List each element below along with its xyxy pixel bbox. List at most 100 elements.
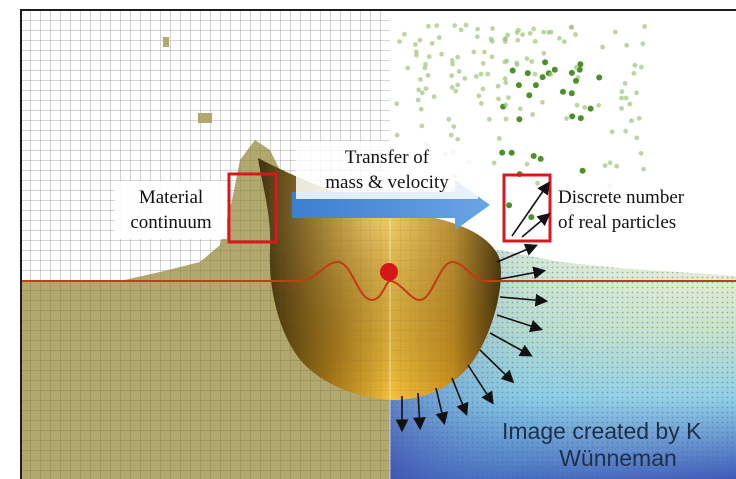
velocity-arrow	[496, 314, 544, 333]
particle	[488, 36, 494, 42]
particle	[434, 23, 440, 28]
particles-highlight-box	[502, 173, 552, 243]
particle	[452, 23, 458, 28]
particle	[561, 39, 567, 44]
particle	[530, 112, 535, 117]
particle	[638, 150, 644, 156]
impact-point	[380, 263, 398, 281]
particle	[514, 62, 520, 68]
velocity-arrow	[451, 377, 469, 416]
particle	[641, 166, 647, 172]
particle	[529, 59, 535, 64]
particle	[451, 124, 457, 129]
label-line: continuum	[130, 212, 212, 233]
particle	[612, 29, 618, 35]
particle	[455, 82, 461, 88]
particle	[504, 58, 510, 64]
particle	[524, 161, 530, 167]
label-line: Material	[138, 187, 204, 208]
particle	[642, 24, 647, 29]
particle	[573, 32, 578, 37]
particle	[514, 30, 520, 35]
particle	[548, 72, 554, 77]
particle	[579, 167, 586, 174]
particle	[557, 35, 562, 41]
particle	[394, 132, 400, 138]
particle	[530, 153, 537, 159]
label-line: of real particles	[558, 212, 677, 233]
velocity-arrow	[435, 387, 449, 426]
particle	[506, 202, 513, 209]
particle	[540, 99, 545, 105]
particle	[574, 102, 580, 108]
particle	[537, 155, 544, 162]
particle	[551, 66, 558, 73]
particle	[541, 50, 547, 56]
particle	[619, 89, 625, 95]
particle	[463, 22, 469, 28]
particle	[402, 31, 407, 37]
particle	[417, 37, 423, 43]
particle	[520, 32, 525, 37]
particle	[413, 42, 418, 47]
particle	[425, 72, 431, 78]
particle	[449, 85, 455, 90]
particle	[431, 94, 437, 100]
particle	[503, 116, 509, 122]
particle	[622, 81, 628, 86]
particle	[636, 115, 642, 121]
particle-trajectory	[511, 181, 550, 237]
particle	[455, 137, 461, 142]
particle	[535, 180, 540, 186]
particle	[471, 49, 477, 55]
particle	[502, 39, 508, 44]
particle	[623, 95, 629, 101]
particle	[475, 26, 480, 32]
particle	[423, 61, 428, 67]
velocity-arrow	[413, 392, 426, 431]
velocity-arrow	[467, 364, 494, 405]
particle	[619, 95, 624, 101]
particle	[478, 101, 484, 106]
particle	[446, 116, 452, 122]
particle	[503, 80, 509, 86]
particle	[453, 88, 459, 94]
particle	[496, 136, 502, 141]
particle	[634, 90, 639, 96]
particle	[419, 123, 425, 129]
particle	[449, 58, 455, 63]
velocity-arrow	[499, 266, 547, 280]
particle	[495, 83, 501, 89]
particle	[491, 160, 497, 166]
particle	[478, 71, 484, 77]
particle	[423, 86, 429, 92]
particle	[609, 129, 615, 135]
discrete-particles-label: Discrete number of real particles	[552, 181, 734, 239]
particle	[516, 116, 523, 123]
particle	[600, 44, 605, 50]
particle	[462, 76, 468, 81]
particle	[531, 26, 536, 32]
particle	[607, 160, 613, 166]
velocity-arrow	[496, 243, 538, 263]
particle	[415, 97, 421, 103]
particle	[426, 23, 431, 29]
particle	[455, 54, 461, 60]
particle	[394, 101, 400, 107]
velocity-arrow	[499, 293, 549, 307]
particle	[582, 104, 588, 110]
ejected-particles	[394, 22, 647, 221]
particle	[515, 82, 522, 89]
particle	[458, 27, 464, 33]
particle	[560, 88, 566, 95]
particle	[627, 101, 633, 107]
label-line: Discrete number	[558, 187, 685, 208]
particle	[499, 149, 506, 156]
particle	[502, 76, 508, 82]
particle	[541, 29, 547, 35]
particle	[573, 65, 579, 70]
transfer-label: Transfer of mass & velocity	[296, 141, 478, 199]
particle	[509, 67, 516, 74]
credit-line: Image created by K	[502, 418, 702, 444]
particle	[527, 30, 533, 36]
